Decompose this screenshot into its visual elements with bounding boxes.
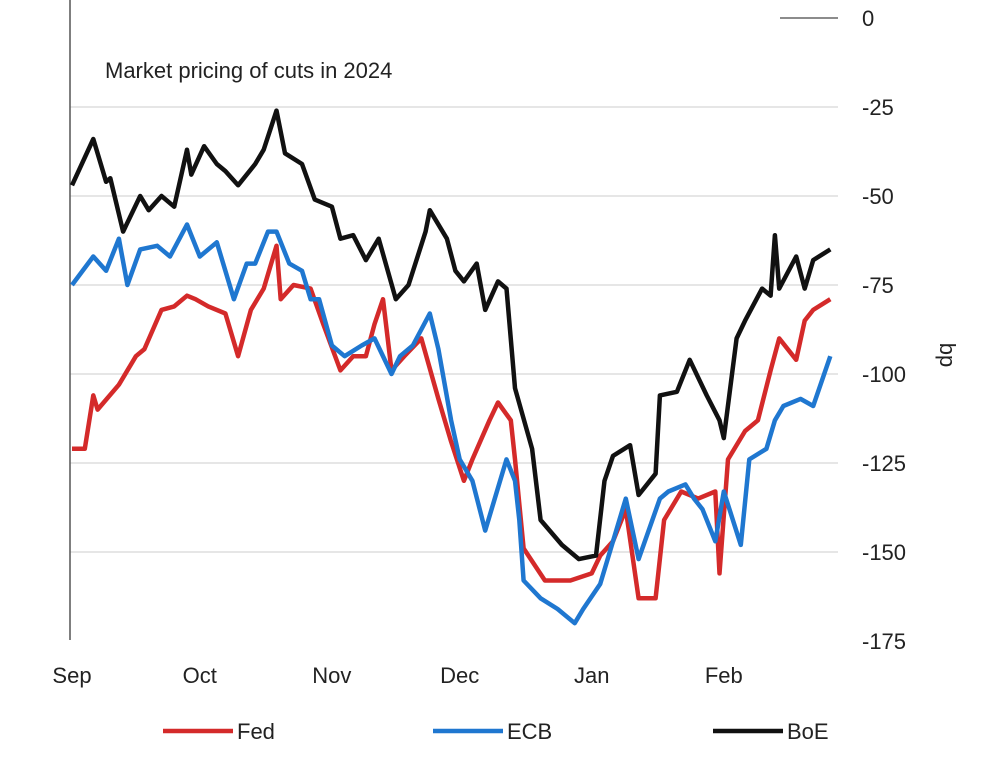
x-tick-label: Dec bbox=[440, 663, 479, 688]
gridlines bbox=[70, 17, 838, 553]
legend: Fed ECB BoE bbox=[163, 719, 829, 744]
y-tick-label: -150 bbox=[862, 540, 906, 565]
y-tick-label: -50 bbox=[862, 184, 894, 209]
x-tick-label: Feb bbox=[705, 663, 743, 688]
legend-label-ecb: ECB bbox=[507, 719, 552, 744]
chart-title: Market pricing of cuts in 2024 bbox=[105, 58, 392, 83]
y-axis-label: bp bbox=[935, 343, 960, 367]
y-tick-label: -175 bbox=[862, 629, 906, 654]
x-tick-labels: Sep Oct Nov Dec Jan Feb bbox=[52, 663, 742, 688]
y-tick-label: -25 bbox=[862, 95, 894, 120]
x-tick-label: Nov bbox=[312, 663, 351, 688]
y-tick-labels: 0 -25 -50 -75 -100 -125 -150 -175 bbox=[862, 6, 906, 654]
y-tick-label: -100 bbox=[862, 362, 906, 387]
x-tick-label: Jan bbox=[574, 663, 609, 688]
legend-label-boe: BoE bbox=[787, 719, 829, 744]
legend-label-fed: Fed bbox=[237, 719, 275, 744]
y-tick-label: -75 bbox=[862, 273, 894, 298]
series-lines bbox=[69, 108, 833, 626]
x-tick-label: Oct bbox=[183, 663, 217, 688]
series-line-fed bbox=[72, 243, 832, 601]
x-tick-label: Sep bbox=[52, 663, 91, 688]
series-line-boe bbox=[69, 108, 832, 562]
y-tick-label: -125 bbox=[862, 451, 906, 476]
series-line-ecb bbox=[70, 222, 833, 626]
y-tick-label: 0 bbox=[862, 6, 874, 31]
